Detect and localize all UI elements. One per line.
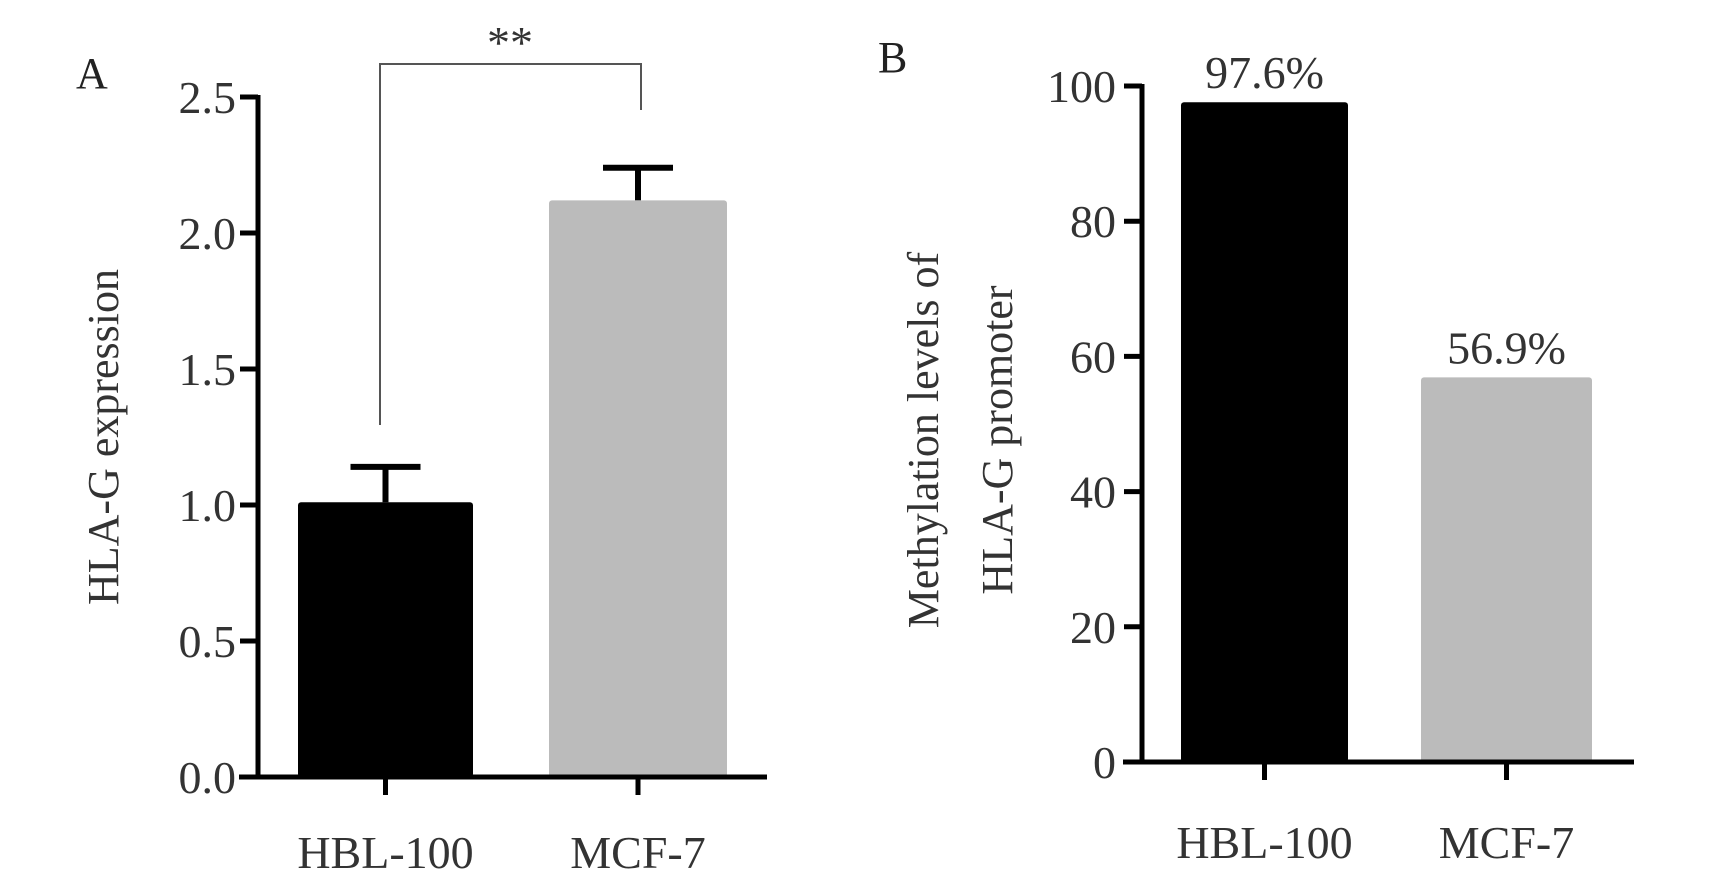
bar-mcf-7 bbox=[1421, 377, 1592, 762]
panel-b-label: B bbox=[878, 33, 907, 82]
significance-bracket bbox=[379, 63, 642, 425]
data-label: 97.6% bbox=[1205, 47, 1324, 98]
y-tick-label: 60 bbox=[1070, 331, 1116, 382]
panel-b-y-axis-title-line2: HLA-G promoter bbox=[973, 285, 1022, 594]
y-tick-label: 40 bbox=[1070, 467, 1116, 518]
panel-b: B Methylation levels of HLA-G promoter 0… bbox=[878, 33, 1634, 868]
x-tick-label: MCF-7 bbox=[570, 827, 705, 878]
y-tick-label: 0.5 bbox=[179, 616, 237, 667]
x-tick-label: HBL-100 bbox=[1176, 817, 1352, 868]
y-tick-label: 0 bbox=[1093, 737, 1116, 788]
panel-a-y-axis-title: HLA-G expression bbox=[79, 269, 128, 605]
y-tick-label: 100 bbox=[1047, 61, 1116, 112]
y-tick-label: 2.0 bbox=[179, 208, 237, 259]
y-tick-label: 1.5 bbox=[179, 344, 237, 395]
panel-b-y-axis-title-line1: Methylation levels of bbox=[899, 251, 948, 628]
data-label: 56.9% bbox=[1447, 322, 1566, 373]
y-tick-label: 0.0 bbox=[179, 752, 237, 803]
y-tick-label: 1.0 bbox=[179, 480, 237, 531]
panel-a: A HLA-G expression 0.0 0.5 1.0 1.5 2.0 2.5 HB… bbox=[76, 17, 767, 878]
bar-hbl-100 bbox=[1181, 102, 1348, 762]
bar-mcf-7 bbox=[549, 200, 727, 778]
x-tick-label: MCF-7 bbox=[1439, 817, 1574, 868]
y-tick-label: 2.5 bbox=[179, 72, 237, 123]
y-tick-label: 80 bbox=[1070, 196, 1116, 247]
significance-marker: ** bbox=[487, 17, 533, 68]
y-tick-label: 20 bbox=[1070, 602, 1116, 653]
x-tick-label: HBL-100 bbox=[297, 827, 473, 878]
bar-hbl-100 bbox=[298, 502, 473, 777]
panel-a-label: A bbox=[76, 49, 108, 98]
